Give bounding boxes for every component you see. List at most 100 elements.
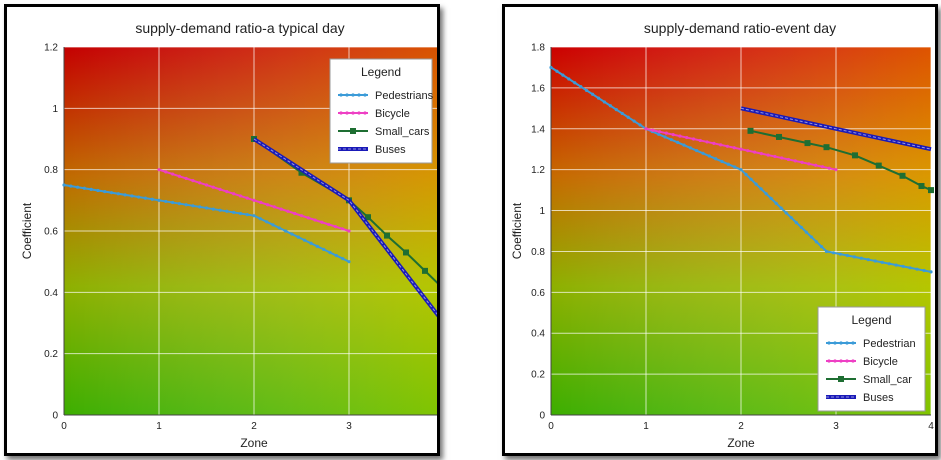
series-point-marker <box>272 205 276 209</box>
series-point-marker <box>327 222 331 227</box>
series-small-car <box>747 127 934 194</box>
series-lines <box>62 136 437 318</box>
series-point-marker <box>277 226 281 230</box>
y-tick-label: 0.8 <box>44 165 58 176</box>
legend-swatch-marker <box>839 341 843 345</box>
series-point-marker <box>739 168 743 172</box>
series-point-marker <box>752 150 757 154</box>
legend-swatch-marker <box>827 341 831 345</box>
series-point-marker <box>663 135 667 139</box>
series-point-marker <box>130 194 134 198</box>
series-point-marker <box>573 81 577 85</box>
gridlines <box>550 46 932 416</box>
series-point-marker <box>157 168 161 172</box>
series-point-marker <box>306 216 310 220</box>
chart-title: supply-demand ratio-event day <box>644 20 836 36</box>
series-point-marker <box>252 214 256 218</box>
legend-swatch-marker <box>838 376 844 382</box>
series-point-marker <box>177 174 181 178</box>
series-point-marker <box>852 152 858 159</box>
legend-swatch-marker <box>339 111 343 115</box>
series-point-marker <box>96 188 100 193</box>
series-point-marker <box>198 181 202 185</box>
y-tick-label: 1.8 <box>531 43 545 54</box>
series-point-marker <box>632 119 636 123</box>
series-point-marker <box>245 212 249 217</box>
y-tick-label: 0.4 <box>531 329 545 340</box>
legend-swatch-marker <box>827 359 831 363</box>
series-point-marker <box>75 185 80 189</box>
series-point-marker <box>298 169 305 176</box>
series-point-marker <box>766 153 770 157</box>
legend-swatch-marker <box>851 341 855 345</box>
series-point-marker <box>793 159 797 163</box>
legend-box <box>817 306 926 412</box>
series-point-marker <box>695 148 699 153</box>
legend-entry-label: Small_cars <box>375 126 430 138</box>
y-tick-label: 1 <box>52 104 58 115</box>
series-point-marker <box>845 253 849 258</box>
series-point-marker <box>232 210 236 214</box>
series-point-marker <box>875 162 882 169</box>
series-point-marker <box>626 115 630 119</box>
x-tick-label: 3 <box>346 421 352 432</box>
y-tick-label: 1.2 <box>44 43 58 54</box>
y-axis-label: Coefficient <box>510 202 524 259</box>
series-point-marker <box>123 193 127 197</box>
series-point-marker <box>859 256 863 260</box>
y-tick-label: 0.2 <box>44 349 58 360</box>
series-point-marker <box>918 183 925 190</box>
series-point-marker <box>218 187 222 191</box>
y-tick-label: 0.4 <box>44 288 58 299</box>
series-lines <box>549 65 934 274</box>
series-point-marker <box>191 204 195 208</box>
series-point-marker <box>143 196 148 200</box>
series-point-marker <box>928 187 934 194</box>
legend-swatch-marker <box>351 93 355 97</box>
series-point-marker <box>789 216 793 220</box>
y-axis-label: Coefficient <box>20 202 34 259</box>
y-tick-label: 0.6 <box>44 227 58 238</box>
series-bicycle <box>157 168 351 233</box>
legend: Legend Pedestrian Bicycle Small_car Buses <box>817 306 926 412</box>
y-tick-label: 0 <box>52 411 58 422</box>
series-point-marker <box>191 179 195 183</box>
series-point-marker <box>69 184 73 188</box>
series-point-marker <box>320 220 324 224</box>
series-point-marker <box>62 183 66 187</box>
legend-swatch-marker <box>351 111 355 115</box>
x-tick-label: 2 <box>251 421 257 432</box>
series-point-marker <box>384 232 390 239</box>
y-tick-label: 0.2 <box>531 370 545 381</box>
chart-title: supply-demand ratio-a typical day <box>135 20 344 36</box>
series-point-marker <box>328 250 332 255</box>
legend-box <box>329 58 433 164</box>
series-point-marker <box>184 176 188 181</box>
series-point-marker <box>838 252 843 256</box>
series-point-marker <box>705 140 709 144</box>
y-tick-label: 1.4 <box>531 124 545 135</box>
series-point-marker <box>322 247 326 251</box>
series-point-marker <box>764 192 768 196</box>
series-pedestrians <box>62 183 351 264</box>
series-point-marker <box>258 217 262 221</box>
series-point-marker <box>725 144 730 148</box>
series-point-marker <box>809 235 814 239</box>
series-point-marker <box>827 166 831 170</box>
series-point-marker <box>834 168 838 172</box>
series-point-marker <box>820 165 825 169</box>
series-point-marker <box>303 238 307 242</box>
series-point-marker <box>596 96 601 100</box>
series-point-marker <box>807 162 811 166</box>
y-tick-label: 0 <box>539 411 545 422</box>
x-tick-label: 1 <box>643 421 649 432</box>
series-point-marker <box>804 140 811 147</box>
series-point-marker <box>759 187 763 191</box>
series-point-marker <box>651 128 655 132</box>
series-point-marker <box>678 134 682 138</box>
series-point-marker <box>218 208 222 212</box>
series-point-marker <box>225 189 229 194</box>
legend-swatch-marker <box>833 341 837 345</box>
legend-swatch-marker <box>339 93 343 97</box>
series-point-marker <box>82 186 86 190</box>
